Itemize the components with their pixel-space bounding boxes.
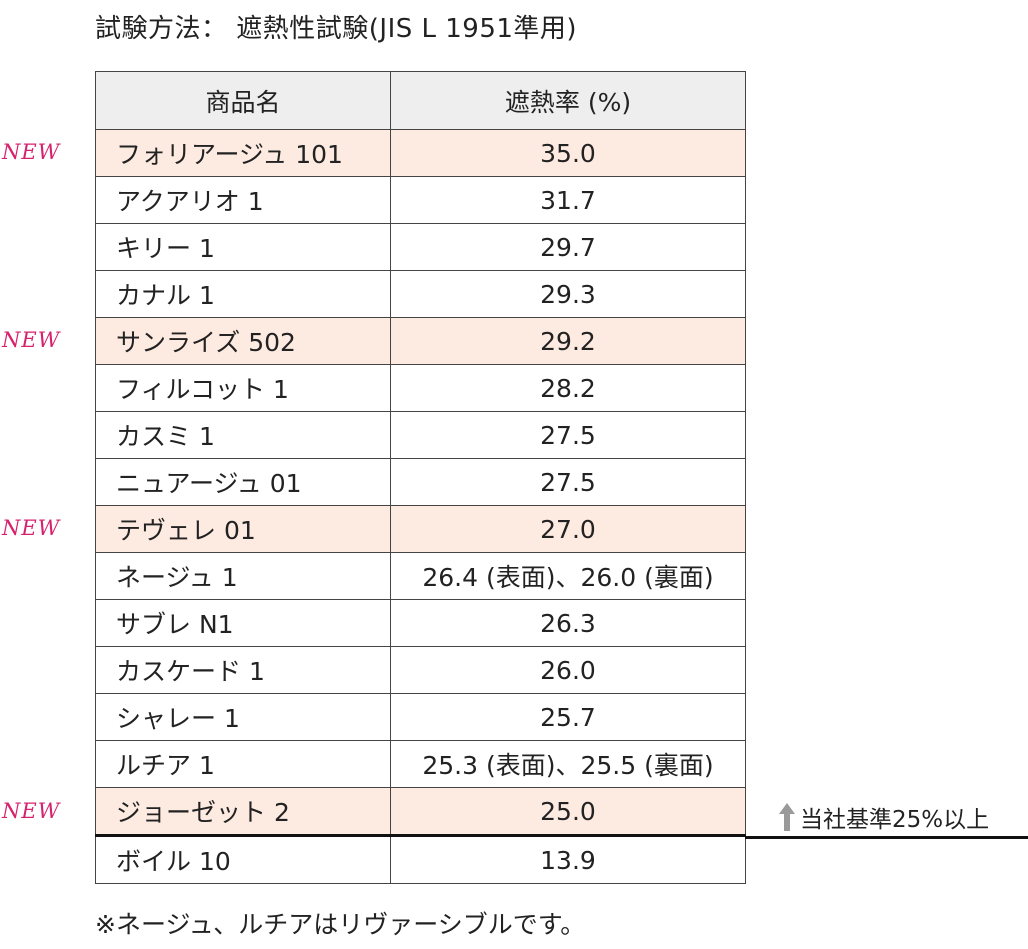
table-row: シャレー 1 25.7 — [95, 693, 746, 741]
product-name-cell: ボイル 10 — [95, 834, 391, 884]
heat-shield-rate-cell: 13.9 — [390, 834, 746, 884]
heat-shield-rate-cell: 26.4 (表面)、26.0 (裏面) — [390, 552, 746, 600]
table-row: キリー 1 29.7 — [95, 223, 746, 271]
product-name-cell: カスケード 1 — [95, 646, 391, 694]
table-row: ボイル 10 13.9 — [95, 834, 746, 884]
table-row: カスケード 1 26.0 — [95, 646, 746, 694]
table-row: カスミ 1 27.5 — [95, 411, 746, 459]
product-name-cell: フォリアージュ 101 — [95, 129, 391, 177]
product-name-cell: アクアリオ 1 — [95, 176, 391, 224]
header-heat-shield-rate: 遮熱率 (%) — [390, 71, 746, 130]
heat-shield-rate-cell: 29.7 — [390, 223, 746, 271]
table-row: フォリアージュ 101 35.0 — [95, 129, 746, 177]
new-label: NEW — [2, 516, 61, 540]
heat-shield-rate-cell: 27.5 — [390, 411, 746, 459]
product-name-cell: ジョーゼット 2 — [95, 787, 391, 836]
up-arrow-icon — [779, 803, 795, 831]
table-row: フィルコット 1 28.2 — [95, 364, 746, 412]
table-row: ルチア 1 25.3 (表面)、25.5 (裏面) — [95, 740, 746, 788]
product-name-cell: カスミ 1 — [95, 411, 391, 459]
table-row: サンライズ 502 29.2 — [95, 317, 746, 365]
table-row: テヴェレ 01 27.0 — [95, 505, 746, 553]
standard-baseline — [745, 836, 1028, 839]
heat-shield-rate-cell: 35.0 — [390, 129, 746, 177]
new-label: NEW — [2, 798, 61, 823]
page-title: 試験方法： 遮熱性試験(JIS L 1951準用) — [95, 14, 578, 44]
header-product-name: 商品名 — [95, 71, 391, 130]
heat-shield-rate-cell: 25.3 (表面)、25.5 (裏面) — [390, 740, 746, 788]
product-name-cell: テヴェレ 01 — [95, 505, 391, 553]
product-name-cell: サンライズ 502 — [95, 317, 391, 365]
table-row: ニュアージュ 01 27.5 — [95, 458, 746, 506]
standard-note: 当社基準25%以上 — [778, 800, 989, 834]
new-label: NEW — [2, 328, 61, 352]
table-row: ジョーゼット 2 25.0 — [95, 787, 746, 836]
product-name-cell: ニュアージュ 01 — [95, 458, 391, 506]
heat-shield-rate-cell: 25.7 — [390, 693, 746, 741]
heat-shield-rate-cell: 28.2 — [390, 364, 746, 412]
table-row: ネージュ 1 26.4 (表面)、26.0 (裏面) — [95, 552, 746, 600]
product-name-cell: ルチア 1 — [95, 740, 391, 788]
table-row: カナル 1 29.3 — [95, 270, 746, 318]
product-name-cell: ネージュ 1 — [95, 552, 391, 600]
heat-shield-rate-cell: 31.7 — [390, 176, 746, 224]
product-name-cell: カナル 1 — [95, 270, 391, 318]
table-row: アクアリオ 1 31.7 — [95, 176, 746, 224]
product-name-cell: フィルコット 1 — [95, 364, 391, 412]
table-row: サブレ N1 26.3 — [95, 599, 746, 647]
footnote: ※ネージュ、ルチアはリヴァーシブルです。 — [95, 910, 586, 939]
heat-shield-rate-cell: 29.2 — [390, 317, 746, 365]
new-label: NEW — [2, 140, 61, 164]
heat-shield-rate-cell: 27.0 — [390, 505, 746, 553]
product-name-cell: サブレ N1 — [95, 599, 391, 647]
standard-note-text: 当社基準25%以上 — [800, 807, 990, 833]
heat-shield-rate-cell: 26.0 — [390, 646, 746, 694]
heat-shield-rate-cell: 26.3 — [390, 599, 746, 647]
heat-shield-rate-cell: 25.0 — [390, 787, 746, 836]
heat-shield-rate-cell: 29.3 — [390, 270, 746, 318]
product-name-cell: キリー 1 — [95, 223, 391, 271]
table-header-row: 商品名 遮熱率 (%) — [95, 71, 746, 130]
heat-shield-rate-cell: 27.5 — [390, 458, 746, 506]
product-name-cell: シャレー 1 — [95, 693, 391, 741]
heat-shield-table: 商品名 遮熱率 (%) フォリアージュ 101 35.0 アクアリオ 1 31.7 キリ… — [95, 71, 746, 884]
